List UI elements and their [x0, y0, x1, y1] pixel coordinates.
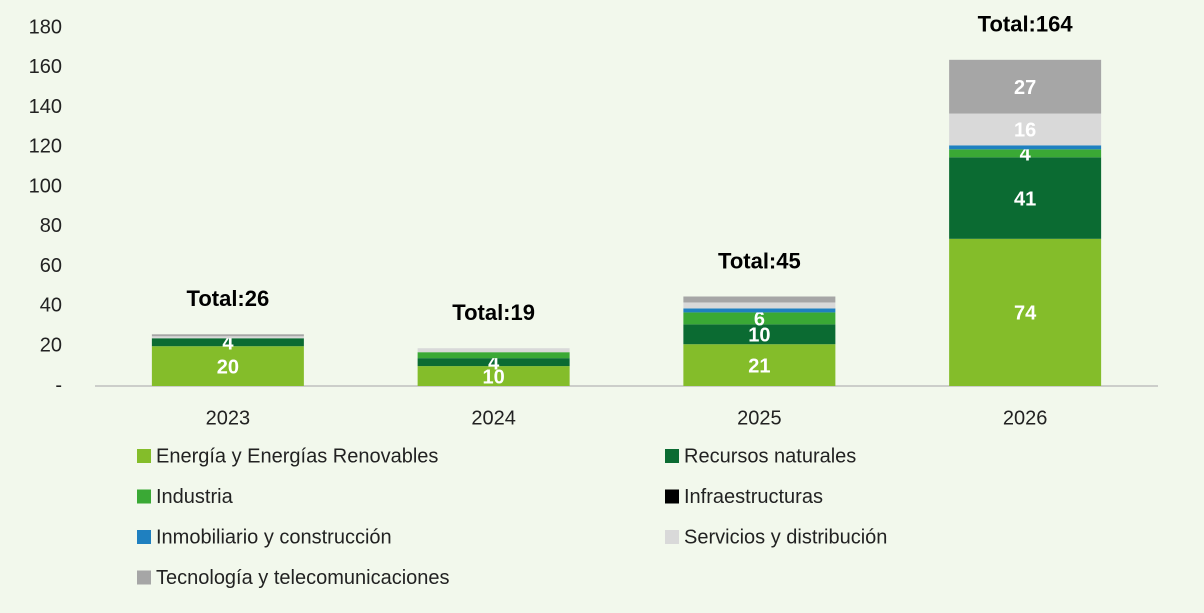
bar-segment [683, 296, 836, 303]
y-tick-label: - [55, 374, 62, 396]
legend-label: Inmobiliario y construcción [156, 526, 392, 548]
bar-segment [949, 59, 1102, 114]
bar-segment [151, 346, 304, 386]
data-label: 6 [754, 309, 765, 331]
bar-segment [949, 113, 1102, 146]
x-tick-label: 2024 [471, 407, 516, 429]
legend-swatch [137, 489, 151, 504]
bar-segment [417, 358, 570, 367]
legend-label: Industria [156, 486, 234, 508]
data-label: 10 [748, 325, 770, 347]
bar-segment [151, 338, 304, 347]
bar-segment [683, 312, 836, 325]
y-tick-label: 100 [29, 175, 62, 197]
legend-swatch [137, 449, 151, 463]
data-label: 20 [217, 356, 239, 378]
y-tick-label: 180 [29, 16, 62, 38]
bar-segment [683, 324, 836, 345]
bar-segment [949, 238, 1102, 386]
x-tick-label: 2025 [737, 407, 782, 429]
bar-segment [683, 302, 836, 309]
data-label: 21 [748, 355, 770, 377]
y-tick-label: 160 [29, 56, 62, 78]
y-tick-label: 40 [40, 295, 62, 317]
total-label: Total:19 [452, 300, 535, 325]
legend-label: Recursos naturales [684, 445, 856, 467]
bar-segment [683, 344, 836, 386]
bar-segment [949, 149, 1102, 158]
legend-label: Energía y Energías Renovables [156, 445, 438, 467]
data-label: 41 [1014, 188, 1036, 210]
legend-swatch [665, 449, 679, 463]
y-tick-label: 20 [40, 335, 62, 357]
data-label: 74 [1014, 303, 1037, 325]
bar-segment [417, 352, 570, 359]
bar-segment [151, 334, 304, 337]
x-tick-label: 2023 [206, 407, 251, 429]
data-label: 27 [1014, 77, 1036, 99]
total-label: Total:26 [187, 286, 270, 311]
legend-swatch [665, 489, 679, 504]
bar-segment [949, 157, 1102, 239]
legend-label: Infraestructuras [684, 486, 823, 508]
y-tick-label: 120 [29, 136, 62, 158]
legend-swatch [137, 570, 151, 585]
data-label: 16 [1014, 120, 1036, 142]
legend-label: Tecnología y telecomunicaciones [156, 567, 450, 589]
legend-label: Servicios y distribución [684, 526, 887, 548]
total-label: Total:164 [978, 12, 1074, 37]
bar-segment [151, 336, 304, 339]
y-tick-label: 140 [29, 96, 62, 118]
bar-segment [417, 366, 570, 386]
legend-swatch [665, 530, 679, 544]
y-tick-label: 80 [40, 215, 62, 237]
y-tick-label: 60 [40, 255, 62, 277]
x-tick-label: 2026 [1003, 407, 1048, 429]
bar-segment [417, 348, 570, 353]
total-label: Total:45 [718, 248, 801, 273]
legend-swatch [137, 530, 151, 544]
bar-segment [949, 145, 1102, 150]
bar-segment [683, 308, 836, 313]
data-label: 10 [483, 366, 505, 388]
